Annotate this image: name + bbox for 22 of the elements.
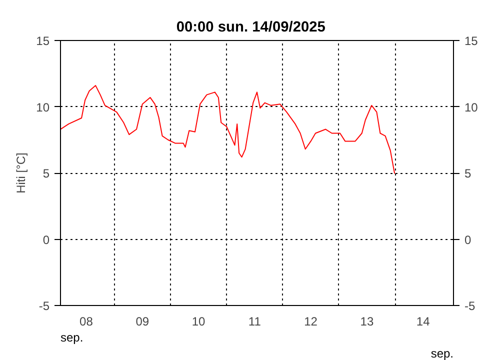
y-tick-label: 5 <box>42 166 50 180</box>
x-tick-label: 08 <box>80 314 94 328</box>
y-tick-label: -5 <box>38 299 50 313</box>
chart-title: 00:00 sun. 14/09/2025 <box>176 20 326 36</box>
y-tick-label: 10 <box>36 100 50 114</box>
y-tick-label: 15 <box>36 34 50 48</box>
text: sep. <box>60 330 84 344</box>
x-tick-label: 12 <box>304 314 318 328</box>
y2-tick-label: -5 <box>464 299 476 313</box>
y-tick-label: 0 <box>42 232 50 247</box>
text: sep. <box>430 346 454 360</box>
y2-tick-label: 10 <box>464 100 478 114</box>
line-series <box>60 85 396 174</box>
x-tick-label: 14 <box>416 314 430 328</box>
y-axis-title: Hiti [°C] <box>14 152 28 194</box>
x-tick-label: 13 <box>360 314 374 328</box>
y2-tick-label: 0 <box>464 232 472 247</box>
y2-tick-label: 5 <box>464 166 472 180</box>
x-tick-label: 10 <box>192 314 206 328</box>
y2-tick-label: 15 <box>464 34 478 48</box>
x-tick-label: 11 <box>248 314 262 328</box>
x-tick-label: 09 <box>136 314 150 328</box>
